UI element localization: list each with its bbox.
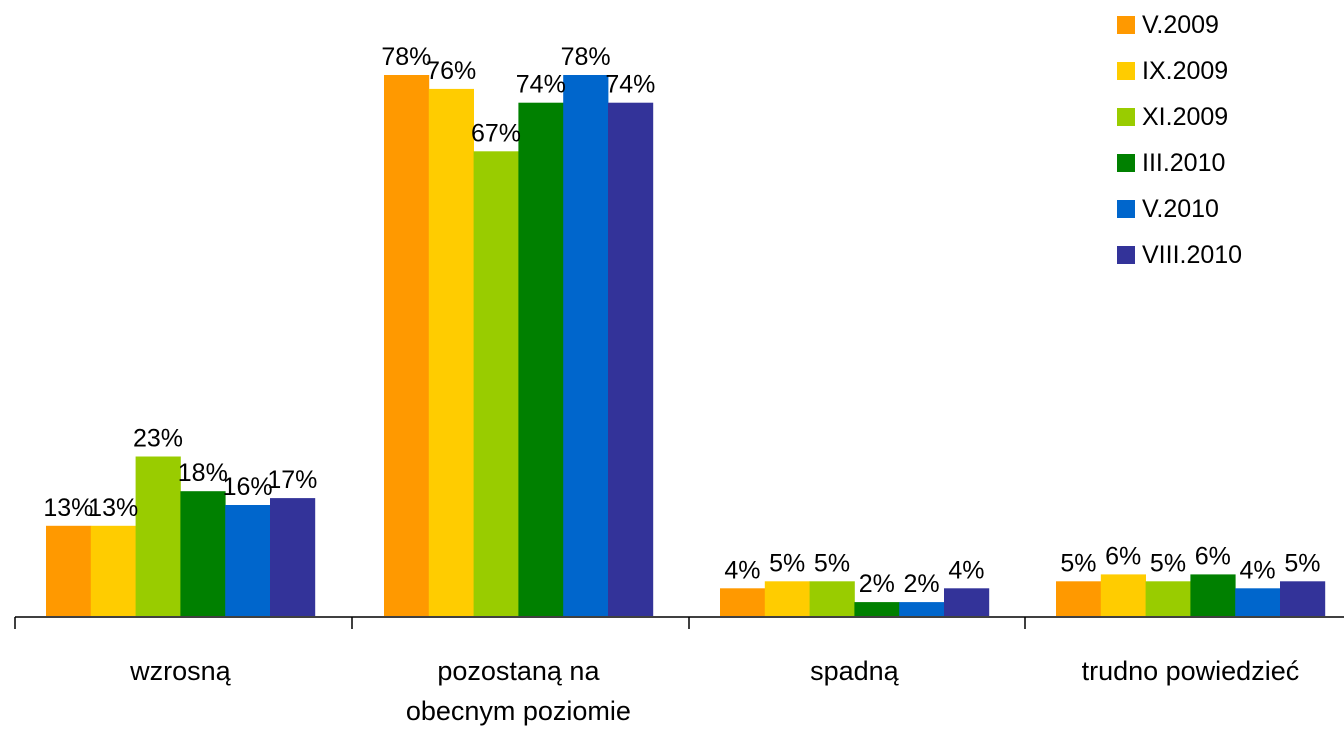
data-label-4-0: 16% <box>223 473 273 501</box>
bar-2-0 <box>135 456 181 616</box>
category-label-3-0: trudno powiedzieć <box>1082 656 1300 686</box>
data-label-0-2: 4% <box>724 556 760 584</box>
bar-0-0 <box>46 525 92 616</box>
data-label-3-2: 2% <box>859 570 895 598</box>
bar-2-3 <box>1145 581 1191 616</box>
data-label-3-1: 74% <box>516 71 566 99</box>
data-label-2-3: 5% <box>1150 549 1186 577</box>
bar-3-1 <box>518 102 564 616</box>
category-label-1-1: obecnym poziomie <box>406 696 631 726</box>
legend-label-0: V.2009 <box>1142 11 1219 39</box>
bar-5-3 <box>1280 581 1326 616</box>
legend-label-4: V.2010 <box>1142 195 1219 223</box>
category-label-2-0: spadną <box>810 656 900 686</box>
bar-2-1 <box>473 151 519 617</box>
data-label-5-1: 74% <box>605 71 655 99</box>
bar-3-3 <box>1190 574 1236 616</box>
bar-1-0 <box>90 525 136 616</box>
data-label-5-2: 4% <box>948 556 984 584</box>
data-label-0-1: 78% <box>381 43 431 71</box>
bar-2-2 <box>809 581 855 616</box>
legend-swatch-1 <box>1117 62 1135 80</box>
legend-swatch-5 <box>1117 246 1135 264</box>
bar-4-1 <box>563 75 609 616</box>
legend-label-2: XI.2009 <box>1142 103 1228 131</box>
legend-swatch-4 <box>1117 200 1135 218</box>
data-label-0-3: 5% <box>1060 549 1096 577</box>
data-label-1-0: 13% <box>88 494 138 522</box>
data-label-4-1: 78% <box>561 43 611 71</box>
bar-0-3 <box>1056 581 1102 616</box>
data-label-5-3: 5% <box>1284 549 1320 577</box>
bar-0-2 <box>720 588 766 616</box>
category-label-0-0: wzrosną <box>129 656 232 686</box>
data-label-5-0: 17% <box>267 466 317 494</box>
bar-4-2 <box>899 602 945 616</box>
bar-3-0 <box>180 491 226 616</box>
data-label-2-1: 67% <box>471 119 521 147</box>
data-label-1-1: 76% <box>426 57 476 85</box>
bar-4-0 <box>225 505 271 616</box>
legend-swatch-0 <box>1117 16 1135 34</box>
legend-label-5: VIII.2010 <box>1142 241 1242 269</box>
data-label-4-2: 2% <box>904 570 940 598</box>
x-axis <box>14 616 1344 629</box>
bar-1-1 <box>428 88 474 616</box>
legend-swatch-2 <box>1117 108 1135 126</box>
data-label-3-0: 18% <box>178 459 228 487</box>
data-label-1-3: 6% <box>1105 542 1141 570</box>
bar-1-2 <box>764 581 810 616</box>
bar-3-2 <box>854 602 900 616</box>
data-label-2-0: 23% <box>133 425 183 453</box>
data-label-0-0: 13% <box>43 494 93 522</box>
bar-5-0 <box>270 498 316 616</box>
data-label-1-2: 5% <box>769 549 805 577</box>
legend-swatch-3 <box>1117 154 1135 172</box>
bar-0-1 <box>384 75 430 616</box>
legend-label-3: III.2010 <box>1142 149 1225 177</box>
legend: V.2009 IX.2009 XI.2009 III.2010 V.2010 VIII.2… <box>1117 11 1242 269</box>
data-label-2-2: 5% <box>814 549 850 577</box>
category-labels-layer: wzrosną pozostaną na obecnym poziomie spadn… <box>129 656 1299 726</box>
bars-layer <box>46 75 1326 617</box>
data-label-3-3: 6% <box>1195 542 1231 570</box>
bar-5-2 <box>944 588 990 616</box>
category-label-1-0: pozostaną na <box>437 656 600 686</box>
data-labels-layer: 13% 78% 4% 5% 13% 76% 5% 6% 23% 67% 5% 5% 18% 74% 2% 6%… <box>43 43 1320 598</box>
bar-5-1 <box>608 102 654 616</box>
bar-1-3 <box>1100 574 1146 616</box>
bar-4-3 <box>1235 588 1281 616</box>
data-label-4-3: 4% <box>1240 556 1276 584</box>
legend-label-1: IX.2009 <box>1142 57 1228 85</box>
